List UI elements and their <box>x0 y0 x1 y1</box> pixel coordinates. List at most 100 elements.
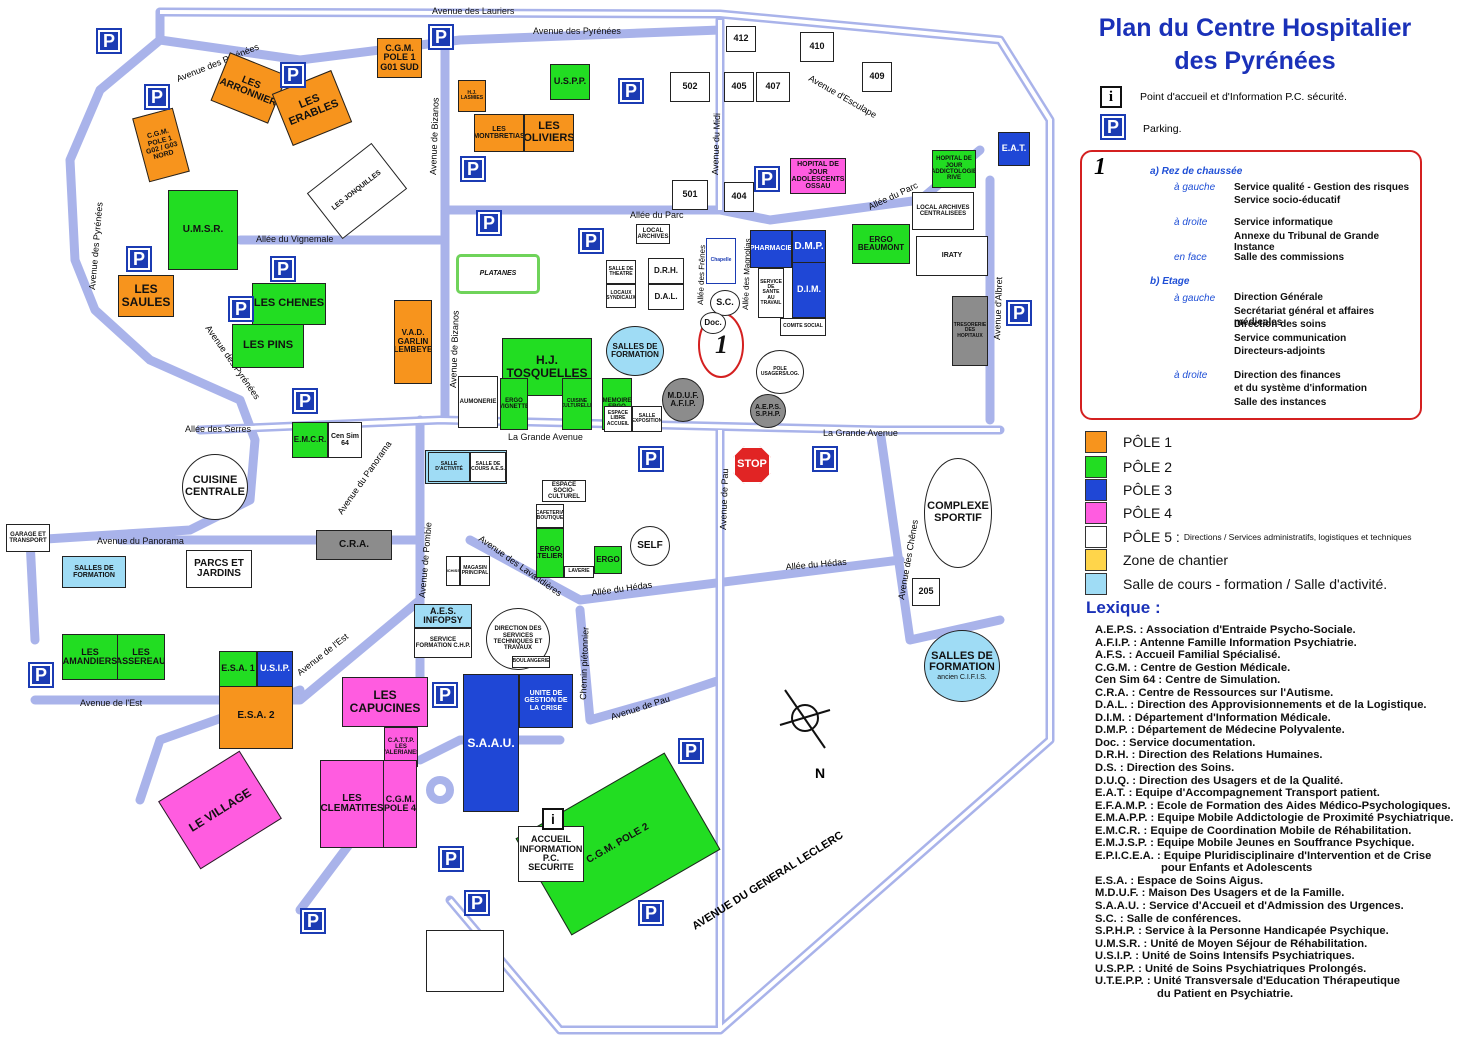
building-aes-infopsy[interactable]: A.E.S. INFOPSY <box>414 604 472 628</box>
parking-icon[interactable]: P <box>428 24 454 50</box>
building-laverie[interactable]: LAVERIE <box>564 566 594 578</box>
building-passereaux[interactable]: LES PASSEREAUX <box>117 634 165 680</box>
building-cgm-pole4[interactable]: C.G.M. POLE 4 <box>383 760 417 848</box>
parking-icon[interactable]: P <box>578 228 604 254</box>
building-salle-cours[interactable]: SALLE DE COURS A.E.S. <box>470 452 506 482</box>
building-salles-formation-center[interactable]: SALLES DE FORMATION <box>606 326 664 376</box>
building-self[interactable]: SELF <box>630 526 670 566</box>
building-clematites[interactable]: LES CLEMATITES <box>320 760 384 848</box>
building-usp[interactable]: U.S.P.P. <box>550 64 590 100</box>
building-usip[interactable]: U.S.I.P. <box>257 651 293 687</box>
parking-icon[interactable]: P <box>638 900 664 926</box>
parking-icon[interactable]: P <box>144 84 170 110</box>
building-ergo-beaumont[interactable]: ERGO BEAUMONT <box>852 224 910 264</box>
building-sc[interactable]: S.C. <box>710 290 740 316</box>
parking-icon[interactable]: P <box>638 446 664 472</box>
building-dim[interactable]: D.I.M. <box>792 262 826 318</box>
building-pins[interactable]: LES PINS <box>232 324 304 368</box>
building-comite-social[interactable]: COMITE SOCIAL <box>780 318 826 336</box>
parking-icon[interactable]: P <box>300 908 326 934</box>
building-412[interactable]: 412 <box>726 26 756 52</box>
building-blanchisserie[interactable]: BLANCHISSERIE <box>446 556 460 586</box>
building-410[interactable]: 410 <box>800 32 834 62</box>
building-saules[interactable]: LES SAULES <box>118 275 174 317</box>
building-esa1[interactable]: E.S.A. 1 <box>219 651 257 687</box>
building-complexe-sportif[interactable]: COMPLEXE SPORTIF <box>924 458 992 568</box>
building-censim[interactable]: Cen Sim 64 <box>328 422 362 458</box>
building-local-archives[interactable]: LOCAL ARCHIVES <box>636 224 670 244</box>
building-aumonerie[interactable]: AUMONERIE <box>458 376 498 428</box>
building-501[interactable]: 501 <box>672 180 708 210</box>
parking-icon[interactable]: P <box>476 210 502 236</box>
building-cuisine-culturelle[interactable]: CUISINE CULTURELLE <box>562 378 592 430</box>
building-404[interactable]: 404 <box>724 182 754 212</box>
parking-icon[interactable]: P <box>126 246 152 272</box>
building-garage[interactable]: GARAGE ET TRANSPORT <box>6 524 50 552</box>
building-407[interactable]: 407 <box>756 72 790 102</box>
building-vad[interactable]: V.A.D. GARLIN LEMBEYE <box>394 300 432 384</box>
parking-icon[interactable]: P <box>460 156 486 182</box>
building-chapelle[interactable]: Chapelle <box>706 238 736 284</box>
building-salle-activite[interactable]: SALLE D'ACTIVITÉ <box>428 452 470 482</box>
parking-icon[interactable]: P <box>96 28 122 54</box>
building-esa2[interactable]: E.S.A. 2 <box>219 683 293 749</box>
building-doc[interactable]: Doc. <box>700 312 726 334</box>
building-sante-travail[interactable]: SERVICE DE SANTE AU TRAVAIL <box>758 268 784 318</box>
building-boulangerie[interactable]: BOULANGERIE <box>512 656 550 668</box>
building-cgm-sud[interactable]: C.G.M. POLE 1 G01 SUD <box>377 38 422 78</box>
building-archives-centralisees[interactable]: LOCAL ARCHIVES CENTRALISEES <box>912 192 974 230</box>
building-dal[interactable]: D.A.L. <box>648 284 684 310</box>
parking-icon[interactable]: P <box>292 388 318 414</box>
building-eat[interactable]: E.A.T. <box>998 132 1030 166</box>
building-205[interactable]: 205 <box>912 578 940 606</box>
building-cafeteria[interactable]: CAFETERIA BOUTIQUE <box>536 504 564 528</box>
building-oliviers[interactable]: LES OLIVIERS <box>524 114 574 152</box>
building-aeps-sphp[interactable]: A.E.P.S. S.P.H.P. <box>750 394 786 428</box>
building-magasin[interactable]: MAGASIN PRINCIPAL <box>460 556 490 586</box>
building-accueil[interactable]: ACCUEIL INFORMATION P.C. SECURITE <box>518 826 584 882</box>
building-drh[interactable]: D.R.H. <box>648 258 684 284</box>
building-405[interactable]: 405 <box>724 72 754 102</box>
building-chenes[interactable]: LES CHENES <box>252 283 326 325</box>
building-hdj-adolescents[interactable]: HOPITAL DE JOUR ADOLESCENTS OSSAU <box>790 158 846 194</box>
building-ergo-ateliers[interactable]: ERGO ATELIERS <box>536 528 564 578</box>
building-cra[interactable]: C.R.A. <box>316 530 392 560</box>
parking-icon[interactable]: P <box>678 738 704 764</box>
building-platanes[interactable]: PLATANES <box>456 254 540 294</box>
building-pharmacie[interactable]: PHARMACIE <box>750 230 792 268</box>
building-salles-formation-east[interactable]: SALLES DE FORMATION ancien C.I.F.I.S. <box>924 630 1000 702</box>
parking-icon[interactable]: P <box>438 846 464 872</box>
building-pole-usagers[interactable]: POLE USAGERS/LOG. <box>756 350 804 394</box>
building-ergo-vignette[interactable]: ERGO VIGNETTE <box>500 378 528 430</box>
building-amandiers[interactable]: LES AMANDIERS <box>62 634 118 680</box>
building-tresorerie[interactable]: TRESORERIE DES HOPITAUX <box>952 296 988 366</box>
parking-icon[interactable]: P <box>270 256 296 282</box>
building-cuisine-centrale[interactable]: CUISINE CENTRALE <box>182 454 248 520</box>
building-espace-socio[interactable]: ESPACE SOCIO-CULTUREL <box>542 480 586 502</box>
building-salles-formation-west[interactable]: SALLES DE FORMATION <box>62 556 126 588</box>
parking-icon[interactable]: P <box>464 890 490 916</box>
building-saau[interactable]: S.A.A.U. <box>463 674 519 812</box>
building-parcs[interactable]: PARCS ET JARDINS <box>186 550 252 588</box>
building-montbretias[interactable]: LES MONTBRETIAS <box>474 114 524 152</box>
building-hj-lasmies[interactable]: H.J. LASMIES <box>458 80 486 112</box>
building-espace-accueil[interactable]: ESPACE LIBRE ACCUEIL <box>604 406 632 432</box>
building-emcr[interactable]: E.M.C.R. <box>292 422 328 458</box>
parking-icon[interactable]: P <box>432 682 458 708</box>
parking-icon[interactable]: P <box>812 446 838 472</box>
building-unite-crise[interactable]: UNITE DE GESTION DE LA CRISE <box>519 674 573 728</box>
parking-icon[interactable]: P <box>28 662 54 688</box>
parking-icon[interactable]: P <box>754 166 780 192</box>
building-mdu-afip[interactable]: M.D.U.F. A.F.I.P. <box>662 378 704 422</box>
parking-icon[interactable]: P <box>618 78 644 104</box>
building-locaux-syndicaux[interactable]: LOCAUX SYNDICAUX <box>606 284 636 308</box>
building-umsr[interactable]: U.M.S.R. <box>168 190 238 270</box>
building-capucines[interactable]: LES CAPUCINES <box>342 677 428 727</box>
building-iraty[interactable]: IRATY <box>916 236 988 276</box>
building-salle-exposition[interactable]: SALLE EXPOSITION <box>632 406 662 432</box>
parking-icon[interactable]: P <box>1006 300 1032 326</box>
info-icon[interactable]: i <box>542 808 564 830</box>
building-409[interactable]: 409 <box>862 62 892 92</box>
building-service-formation[interactable]: SERVICE FORMATION C.H.P. <box>414 628 472 658</box>
building-502[interactable]: 502 <box>670 72 710 102</box>
